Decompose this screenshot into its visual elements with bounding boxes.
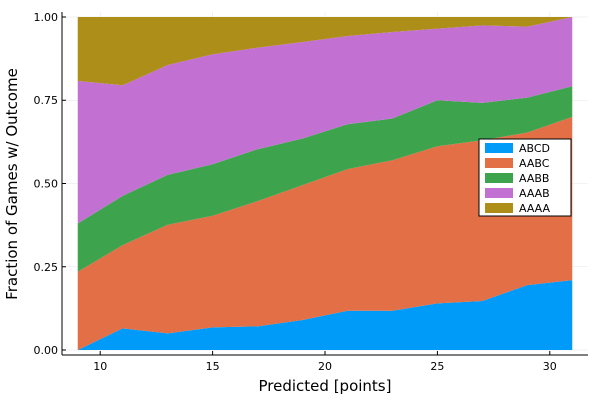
y-tick-label: 0.75: [34, 94, 59, 107]
legend-swatch-aabb: [485, 173, 513, 183]
x-tick-label: 20: [318, 360, 332, 373]
legend-swatch-abcd: [485, 143, 513, 153]
area-aabc: [77, 116, 573, 351]
y-tick-label: 0.00: [34, 344, 59, 357]
legend-label-aaab: AAAB: [519, 187, 550, 200]
y-tick-label: 1.00: [34, 11, 59, 24]
y-tick-label: 0.50: [34, 178, 59, 191]
area-abcd: [77, 280, 573, 350]
y-axis-ticks: 0.00 0.25 0.50 0.75 1.00: [34, 11, 66, 357]
area-aaab: [77, 17, 573, 224]
legend-label-aabb: AABB: [519, 172, 549, 185]
legend-swatch-aaaa: [485, 203, 513, 213]
legend-swatch-aaab: [485, 188, 513, 198]
legend: ABCD AABC AABB AAAB AAAA: [478, 138, 572, 217]
x-tick-label: 15: [206, 360, 220, 373]
area-aaaa: [77, 17, 573, 86]
y-tick-label: 0.25: [34, 261, 59, 274]
legend-label-aabc: AABC: [519, 157, 550, 170]
x-tick-label: 25: [430, 360, 444, 373]
legend-label-abcd: ABCD: [519, 142, 550, 155]
y-axis-label: Fraction of Games w/ Outcome: [3, 68, 21, 300]
legend-swatch-aabc: [485, 158, 513, 168]
legend-label-aaaa: AAAA: [519, 202, 550, 215]
x-tick-label: 30: [543, 360, 557, 373]
x-axis-label: Predicted [points]: [259, 377, 392, 395]
area-aabb: [77, 86, 573, 272]
stacked-areas: [77, 17, 573, 351]
x-tick-label: 10: [93, 360, 107, 373]
x-axis-ticks: 10 15 20 25 30: [93, 351, 557, 373]
